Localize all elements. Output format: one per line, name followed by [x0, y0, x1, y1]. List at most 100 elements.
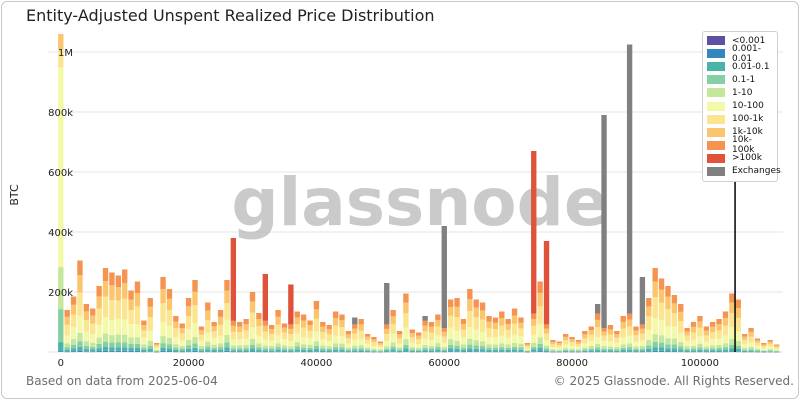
bar-segment: [230, 320, 237, 326]
bar-segment: [761, 346, 767, 349]
bar-segment: [601, 115, 607, 328]
bar-segment: [620, 344, 626, 348]
bar-segment: [678, 320, 684, 334]
bar-segment: [288, 350, 294, 352]
y-axis-ticks: 200k 400k 600k 800k 1M: [48, 48, 73, 299]
bar-segment: [556, 350, 562, 352]
bar-segment: [300, 314, 307, 321]
bar-segment: [230, 350, 237, 352]
bar-segment: [582, 331, 588, 335]
bar-segment: [384, 328, 390, 335]
bar-segment: [345, 331, 352, 335]
legend-item[interactable]: 10-100: [707, 99, 773, 112]
bar-segment: [217, 349, 224, 352]
bar-segment: [716, 330, 722, 339]
bar-segment: [300, 349, 307, 352]
bar-segment: [237, 331, 243, 340]
bar-stack: [115, 275, 121, 352]
bar-segment: [524, 346, 531, 349]
bar-segment: [153, 345, 160, 349]
legend-label: 0.01-0.1: [732, 61, 770, 72]
bar-segment: [543, 324, 550, 329]
bar-segment: [486, 349, 492, 352]
bar-segment: [454, 298, 460, 307]
bar-stack: [122, 269, 128, 352]
bar-segment: [447, 344, 454, 349]
bar-stack: [102, 268, 109, 352]
bar-segment: [326, 348, 332, 351]
bar-segment: [102, 341, 109, 347]
legend-item[interactable]: 1k-10k: [707, 126, 773, 139]
bar-segment: [697, 316, 703, 322]
bar-segment: [479, 346, 486, 350]
legend-item[interactable]: 0.1-1: [707, 73, 773, 86]
bar-segment: [537, 337, 543, 344]
legend[interactable]: <0.001 0.001-0.01 0.01-0.1 0.1-1 1-10 10-100 1…: [702, 31, 781, 183]
bar-segment: [332, 347, 339, 350]
bar-segment: [422, 344, 428, 349]
bar-segment: [313, 301, 320, 310]
bar-segment: [537, 292, 543, 307]
bar-segment: [550, 344, 556, 348]
bar-stack: [601, 115, 607, 353]
legend-item[interactable]: 0.01-0.1: [707, 60, 773, 73]
bar-segment: [690, 322, 697, 327]
bar-segment: [262, 274, 268, 321]
bar-segment: [550, 347, 556, 350]
bar-segment: [307, 325, 313, 331]
bar-segment: [109, 347, 115, 351]
bar-segment: [531, 151, 537, 314]
y-tick-label: 600k: [48, 168, 73, 179]
bar-segment: [64, 316, 70, 325]
bar-segment: [658, 289, 665, 303]
bar-segment: [211, 331, 217, 339]
legend-item[interactable]: 10k-100k: [707, 135, 773, 155]
bar-segment: [761, 350, 767, 351]
bar-segment: [690, 332, 697, 341]
bar-stack: [537, 281, 543, 353]
bar-segment: [601, 335, 607, 341]
bar-stack: [141, 320, 147, 353]
legend-item[interactable]: 0.001-0.01: [707, 44, 773, 64]
bar-segment: [460, 344, 467, 348]
copyright-notice: © 2025 Glassnode. All Rights Reserved.: [553, 374, 794, 388]
bar-stack: [479, 302, 486, 353]
bar-segment: [217, 335, 224, 344]
bar-segment: [77, 275, 83, 293]
bar-stack: [588, 326, 594, 353]
bar-segment: [518, 328, 524, 337]
bar-stack: [761, 343, 767, 353]
bar-segment: [269, 329, 275, 334]
bar-segment: [614, 347, 620, 350]
bar-segment: [499, 311, 505, 319]
bar-segment: [741, 347, 748, 350]
bar-segment: [166, 289, 173, 299]
bar-segment: [639, 277, 646, 325]
bar-segment: [211, 347, 217, 351]
legend-item[interactable]: <0.001: [707, 34, 773, 47]
bar-segment: [697, 327, 703, 337]
bar-segment: [77, 260, 83, 276]
bar-segment: [646, 348, 652, 352]
bar-segment: [300, 344, 307, 348]
bar-segment: [230, 339, 237, 346]
legend-item[interactable]: Exchanges: [707, 165, 781, 178]
bar-stack: [454, 298, 460, 353]
legend-item[interactable]: 1-10: [707, 86, 773, 99]
bar-segment: [531, 349, 537, 352]
bar-segment: [358, 339, 364, 346]
bar-segment: [358, 345, 364, 349]
bar-segment: [371, 337, 377, 340]
bar-segment: [773, 344, 780, 346]
bar-segment: [205, 302, 211, 311]
bar-segment: [556, 341, 562, 344]
bar-segment: [141, 320, 147, 326]
bar-segment: [115, 334, 121, 343]
bar-segment: [671, 326, 678, 339]
bar-segment: [435, 349, 441, 352]
bar-segment: [122, 298, 128, 320]
bar-segment: [409, 347, 415, 350]
legend-item[interactable]: >100k: [707, 152, 773, 165]
legend-item[interactable]: 100-1k: [707, 113, 773, 126]
bar-segment: [518, 349, 524, 352]
